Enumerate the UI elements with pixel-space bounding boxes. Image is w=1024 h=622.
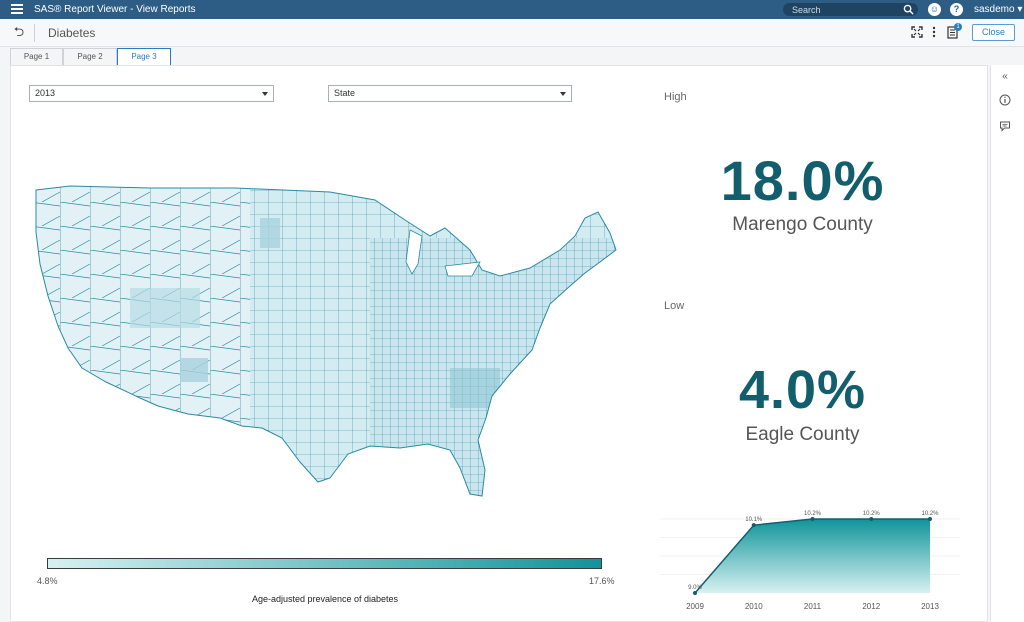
search-input[interactable]: [792, 4, 897, 15]
settings-icon[interactable]: ☺: [928, 3, 941, 16]
tab-page-1[interactable]: Page 1: [10, 48, 63, 65]
chart-point[interactable]: [810, 517, 815, 521]
chart-x-tick-label: 2009: [686, 602, 704, 611]
low-county: Eagle County: [745, 424, 860, 445]
year-dropdown-value: 2013: [35, 88, 56, 98]
search-box[interactable]: [783, 3, 918, 16]
user-menu[interactable]: sasdemo ▾: [974, 4, 1023, 15]
hamburger-menu-icon[interactable]: [11, 4, 23, 15]
high-value: 18.0%: [720, 149, 885, 212]
chart-point[interactable]: [869, 517, 874, 521]
level-dropdown-value: State: [334, 88, 356, 98]
year-dropdown[interactable]: 2013: [29, 85, 274, 102]
chart-data-label: 10.1%: [745, 517, 763, 523]
color-legend-bar: [47, 558, 602, 569]
app-title: SAS® Report Viewer - View Reports: [34, 4, 196, 15]
low-label: Low: [664, 300, 685, 312]
report-toolbar: ⮌ Diabetes 1 Close: [0, 19, 1024, 47]
legend-min-label: 4.8%: [37, 576, 58, 586]
legend-max-label: 17.6%: [589, 576, 615, 586]
collapse-pane-icon[interactable]: «: [1002, 71, 1008, 82]
info-icon[interactable]: [999, 94, 1011, 106]
comment-icon[interactable]: [999, 120, 1011, 132]
more-options-icon[interactable]: [927, 25, 941, 39]
high-county: Marengo County: [732, 214, 873, 235]
back-icon[interactable]: ⮌: [13, 24, 25, 39]
fullscreen-icon[interactable]: [910, 25, 924, 39]
chart-point[interactable]: [751, 523, 756, 528]
toolbar-divider: [34, 24, 35, 42]
close-button[interactable]: Close: [972, 24, 1015, 41]
app-bar: SAS® Report Viewer - View Reports ☺ ? sa…: [0, 0, 1024, 19]
legend-title: Age-adjusted prevalence of diabetes: [251, 594, 399, 604]
us-county-map[interactable]: [30, 178, 620, 503]
chart-x-tick-label: 2010: [745, 602, 763, 611]
notes-icon[interactable]: [946, 25, 960, 39]
right-pane: «: [990, 65, 1024, 622]
report-title: Diabetes: [48, 26, 96, 40]
lake-michigan: [405, 229, 423, 275]
chart-x-tick-label: 2011: [804, 602, 822, 611]
chart-data-label: 10.2%: [863, 511, 881, 517]
chart-area: [695, 519, 930, 593]
lake-erie: [444, 261, 481, 277]
chart-data-label: 10.2%: [804, 511, 822, 517]
chart-data-label: 9.0%: [688, 585, 702, 591]
level-dropdown[interactable]: State: [328, 85, 572, 102]
chevron-down-icon: [262, 92, 268, 96]
chart-x-tick-label: 2013: [921, 602, 939, 611]
help-icon[interactable]: ?: [950, 3, 963, 16]
tab-page-3[interactable]: Page 3: [117, 48, 171, 66]
notification-badge: 1: [954, 23, 962, 31]
tab-page-2[interactable]: Page 2: [63, 48, 117, 65]
chart-point[interactable]: [693, 591, 697, 595]
chart-point[interactable]: [928, 517, 932, 521]
chart-x-tick-label: 2012: [862, 602, 880, 611]
low-value: 4.0%: [738, 360, 867, 420]
search-icon[interactable]: [903, 4, 914, 15]
chevron-down-icon: [560, 92, 566, 96]
trend-area-chart[interactable]: 9.0% 2009 10.1% 2010 10.2% 2011 10.2% 2012 10.2%…: [660, 505, 960, 622]
high-label: High: [664, 91, 687, 103]
chart-data-label: 10.2%: [921, 511, 939, 517]
